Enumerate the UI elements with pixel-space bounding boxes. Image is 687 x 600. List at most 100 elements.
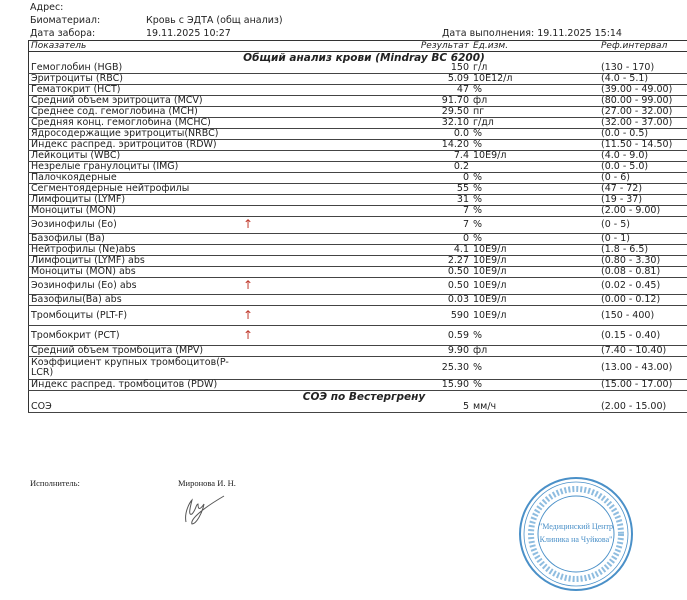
indicator-name: Средний объем тромбоцита (MPV) [28, 345, 238, 357]
result-value: 150 [285, 63, 471, 74]
high-flag-icon [238, 84, 285, 96]
table-row: Среднее сод. гемоглобина (MCH) 29.50 пг (27… [28, 106, 687, 118]
result-value: 55 [285, 183, 471, 195]
unit: % [471, 183, 599, 195]
unit: пг [471, 106, 599, 118]
collection-value: 19.11.2025 10:27 [146, 28, 231, 39]
reference-interval: (27.00 - 32.00) [599, 106, 687, 118]
indicator-name: Коэффициент крупных тромбоцитов(P-LCR) [28, 356, 238, 380]
table-row: Тромбоциты (PLT-F) ↑ 590 10E9/л (150 - 400) [28, 305, 687, 326]
svg-text:"Медицинский Центр: "Медицинский Центр [539, 522, 613, 531]
result-value: 47 [285, 84, 471, 96]
result-value: 32.10 [285, 117, 471, 129]
indicator-name: Тромбоциты (PLT-F) [28, 305, 238, 326]
indicator-name: Индекс распред. тромбоцитов (PDW) [28, 379, 238, 391]
table-row: Моноциты (MON) abs 0.50 10E9/л (0.08 - 0.81… [28, 266, 687, 278]
unit: % [471, 205, 599, 217]
result-value: 25.30 [285, 356, 471, 380]
high-flag-icon [238, 356, 285, 380]
reference-interval: (19 - 37) [599, 194, 687, 206]
table-row: Гемоглобин (HGB) 150 г/л (130 - 170) [28, 63, 687, 74]
indicator-name: СОЭ [28, 402, 238, 413]
indicator-name: Базофилы (Ba) [28, 233, 238, 245]
result-value: 7 [285, 216, 471, 234]
indicator-name: Базофилы(Ba) abs [28, 294, 238, 306]
results-table: Показатель Результат Ед.изм. Реф.интерва… [28, 40, 687, 413]
high-flag-icon [238, 63, 285, 74]
unit: % [471, 139, 599, 151]
reference-interval: (32.00 - 37.00) [599, 117, 687, 129]
high-flag-icon [238, 73, 285, 85]
reference-interval: (39.00 - 49.00) [599, 84, 687, 96]
clinic-stamp: "Медицинский Центр Клиника на Чуйкова" [519, 477, 633, 591]
indicator-name: Нейтрофилы (Ne)abs [28, 244, 238, 256]
table-row: Ядросодержащие эритроциты(NRBC) 0.0% (0.0 … [28, 128, 687, 140]
high-flag-icon [238, 294, 285, 306]
unit: % [471, 172, 599, 184]
table-row: Базофилы (Ba) 0% (0 - 1) [28, 233, 687, 245]
result-value: 0 [285, 233, 471, 245]
unit: фл [471, 95, 599, 107]
table-row: Сегментоядерные нейтрофилы 55% (47 - 72) [28, 183, 687, 195]
table-row: Незрелые гранулоциты (IMG) 0.2 (0.0 - 5.0) [28, 161, 687, 173]
reference-interval: (130 - 170) [599, 63, 687, 74]
table-row: Эритроциты (RBC) 5.09 10E12/л (4.0 - 5.1) [28, 73, 687, 85]
unit: % [471, 325, 599, 346]
result-value: 590 [285, 305, 471, 326]
reference-interval: (2.00 - 15.00) [599, 402, 687, 413]
high-flag-icon [238, 194, 285, 206]
high-flag-icon: ↑ [238, 325, 285, 346]
indicator-name: Моноциты (MON) [28, 205, 238, 217]
table-row: Коэффициент крупных тромбоцитов(P-LCR) 25… [28, 356, 687, 380]
reference-interval: (15.00 - 17.00) [599, 379, 687, 391]
result-value: 0.59 [285, 325, 471, 346]
col-result: Результат [285, 40, 471, 52]
unit: 10E9/л [471, 266, 599, 278]
section-title-text: Общий анализ крови (Mindray BC 6200) [243, 51, 485, 64]
high-flag-icon [238, 106, 285, 118]
table-row: Индекс распред. эритроцитов (RDW) 14.20%(… [28, 139, 687, 151]
reference-interval: (47 - 72) [599, 183, 687, 195]
high-flag-icon [238, 172, 285, 184]
table-row: Индекс распред. тромбоцитов (PDW) 15.90%(… [28, 379, 687, 391]
reference-interval: (150 - 400) [599, 305, 687, 326]
indicator-name: Лейкоциты (WBC) [28, 150, 238, 162]
section-title-text: СОЭ по Вестергрену [302, 390, 426, 403]
section-title: Общий анализ крови (Mindray BC 6200) [29, 52, 687, 64]
indicator-name: Средняя конц. гемоглобина (MCHC) [28, 117, 238, 129]
reference-interval: (0.80 - 3.30) [599, 255, 687, 267]
table-row: СОЭ 5 мм/ч (2.00 - 15.00) [28, 402, 687, 413]
col-indicator: Показатель [28, 40, 238, 52]
collection-row: Дата забора: 19.11.2025 10:27 [30, 28, 231, 39]
executor-name: Миронова И. Н. [178, 478, 236, 488]
table-row: Базофилы(Ba) abs 0.03 10E9/л (0.00 - 0.12) [28, 294, 687, 306]
reference-interval: (4.0 - 5.1) [599, 73, 687, 85]
table-row: Эозинофилы (Eo) abs ↑ 0.50 10E9/л (0.02 - 0.… [28, 277, 687, 295]
unit: % [471, 84, 599, 96]
high-flag-icon [238, 266, 285, 278]
table-row: Средний объем эритроцита (MCV) 91.70 фл (80… [28, 95, 687, 107]
unit: 10E9/л [471, 244, 599, 256]
reference-interval: (0.0 - 5.0) [599, 161, 687, 173]
high-flag-icon [238, 345, 285, 357]
high-flag-icon [238, 183, 285, 195]
result-value: 0.0 [285, 128, 471, 140]
result-value: 15.90 [285, 379, 471, 391]
completion-date: Дата выполнения: 19.11.2025 15:14 [442, 28, 622, 39]
high-flag-icon [238, 95, 285, 107]
result-value: 29.50 [285, 106, 471, 118]
reference-interval: (0.0 - 0.5) [599, 128, 687, 140]
table-row: Лейкоциты (WBC) 7.4 10E9/л (4.0 - 9.0) [28, 150, 687, 162]
unit [471, 161, 599, 173]
arrow-up-icon: ↑ [243, 327, 254, 342]
reference-interval: (0.02 - 0.45) [599, 277, 687, 295]
result-value: 7 [285, 205, 471, 217]
result-value: 5.09 [285, 73, 471, 85]
table-row: Лимфоциты (LYMF) abs 2.27 10E9/л (0.80 - 3.… [28, 255, 687, 267]
indicator-name: Эозинофилы (Eo) [28, 216, 238, 234]
result-value: 0.2 [285, 161, 471, 173]
unit: % [471, 379, 599, 391]
reference-interval: (11.50 - 14.50) [599, 139, 687, 151]
result-value: 14.20 [285, 139, 471, 151]
result-value: 0 [285, 172, 471, 184]
